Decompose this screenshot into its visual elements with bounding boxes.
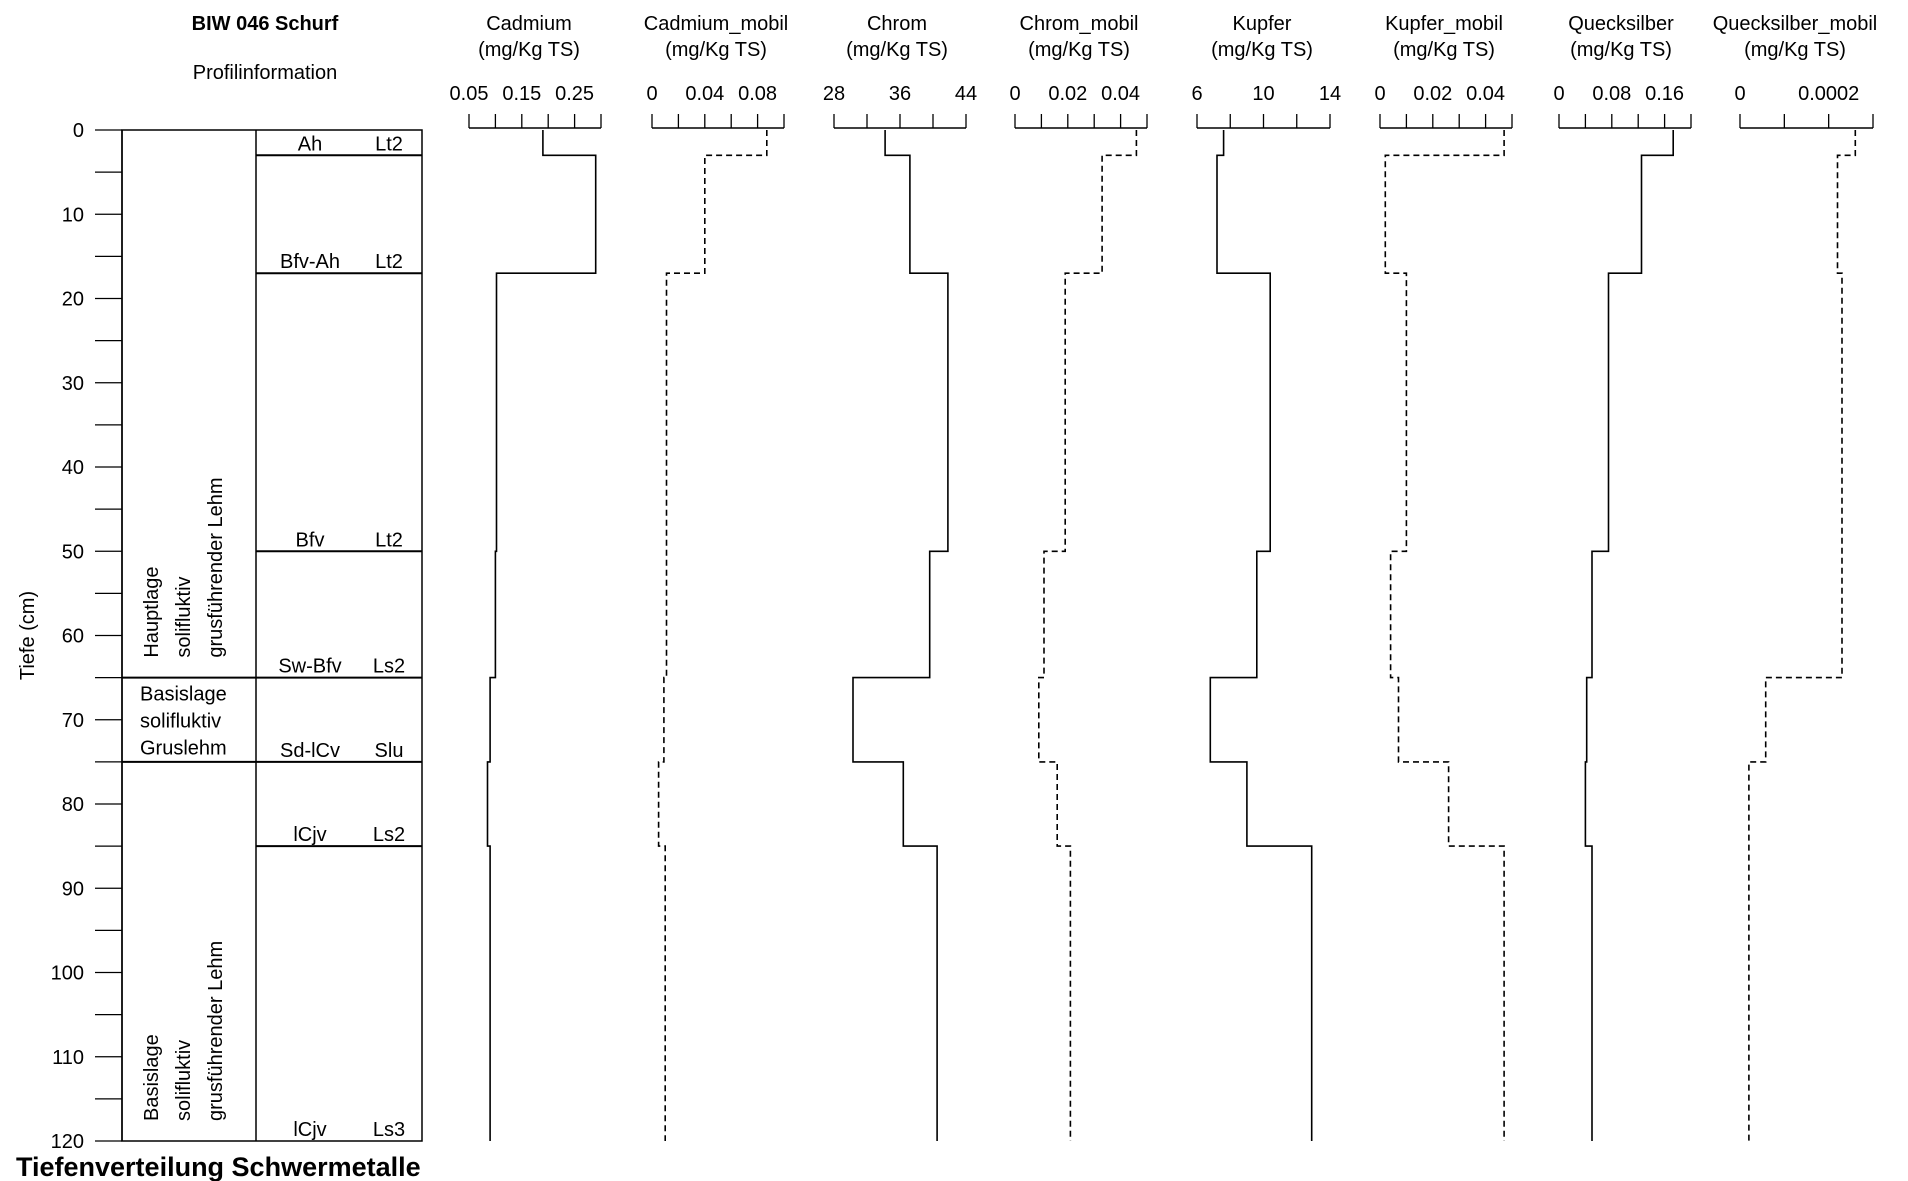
horizon-texture: Ls3 (373, 1119, 405, 1141)
value-tick-label: 0.15 (502, 83, 541, 105)
value-tick-label: 0.02 (1048, 83, 1087, 105)
depth-tick-label: 110 (52, 1047, 84, 1069)
panel-title: Kupfer (1233, 13, 1292, 35)
layer-label: solifluktiv (173, 1040, 195, 1121)
value-tick-label: 6 (1191, 83, 1202, 105)
value-tick-label: 36 (889, 83, 911, 105)
depth-tick-label: 80 (62, 794, 84, 816)
panel-title: Quecksilber (1568, 13, 1674, 35)
horizon-texture: Ls2 (373, 656, 405, 678)
value-tick-label: 0.0002 (1798, 83, 1859, 105)
horizon-texture: Ls2 (373, 824, 405, 846)
depth-tick-label: 120 (51, 1131, 84, 1153)
value-tick-label: 10 (1252, 83, 1274, 105)
value-tick-label: 0.05 (450, 83, 489, 105)
depth-tick-label: 0 (73, 120, 84, 142)
horizon-name: Ah (298, 133, 322, 155)
series-line (657, 130, 768, 1141)
series-line (486, 130, 597, 1141)
horizon-name: Bfv (296, 529, 325, 551)
depth-tick-label: 10 (62, 204, 84, 226)
series-line (1038, 130, 1138, 1141)
panel-unit: (mg/Kg TS) (1744, 39, 1846, 61)
layer-label: solifluktiv (140, 711, 221, 733)
value-tick-label: 0.25 (555, 83, 594, 105)
panel-unit: (mg/Kg TS) (1570, 39, 1672, 61)
value-tick-label: 0 (1009, 83, 1020, 105)
value-tick-label: 0 (1374, 83, 1385, 105)
value-tick-label: 0.16 (1645, 83, 1684, 105)
layer-label: Basislage (140, 684, 227, 706)
series-line (1384, 130, 1505, 1141)
horizon-texture: Lt2 (375, 133, 403, 155)
series-line (1584, 130, 1674, 1141)
layer-label: grusführender Lehm (205, 478, 227, 658)
value-tick-label: 0 (646, 83, 657, 105)
panel-unit: (mg/Kg TS) (478, 39, 580, 61)
value-tick-label: 0.04 (1101, 83, 1140, 105)
series-line (852, 130, 949, 1141)
panel-unit: (mg/Kg TS) (665, 39, 767, 61)
series-line (1748, 130, 1857, 1141)
value-tick-label: 14 (1319, 83, 1341, 105)
value-tick-label: 44 (955, 83, 977, 105)
panel-title: Quecksilber_mobil (1713, 13, 1878, 35)
series-line (1209, 130, 1313, 1141)
layer-label: Basislage (141, 1034, 163, 1121)
panel-title: Kupfer_mobil (1385, 13, 1503, 35)
horizon-name: Sw-Bfv (278, 656, 341, 678)
horizon-name: Sd-lCv (280, 740, 340, 762)
depth-tick-label: 30 (62, 373, 84, 395)
horizon-texture: Lt2 (375, 529, 403, 551)
layer-label: Gruslehm (140, 738, 227, 760)
layer-label: grusführender Lehm (205, 941, 227, 1121)
profile-subtitle: Profilinformation (193, 62, 338, 84)
value-tick-label: 28 (823, 83, 845, 105)
panel-unit: (mg/Kg TS) (1393, 39, 1495, 61)
horizon-name: lCjv (293, 1119, 326, 1141)
depth-tick-label: 60 (62, 626, 84, 648)
profile-frame (121, 129, 423, 1142)
panel-title: Cadmium_mobil (644, 13, 789, 35)
depth-axis-label: Tiefe (cm) (17, 591, 39, 680)
value-tick-label: 0.04 (1466, 83, 1505, 105)
panel-unit: (mg/Kg TS) (1028, 39, 1130, 61)
value-tick-label: 0 (1553, 83, 1564, 105)
depth-tick-label: 50 (62, 541, 84, 563)
panel-unit: (mg/Kg TS) (1211, 39, 1313, 61)
layer-label: Hauptlage (141, 566, 163, 657)
horizon-texture: Lt2 (375, 251, 403, 273)
profile-title: BIW 046 Schurf (192, 13, 339, 35)
panel-title: Cadmium (486, 13, 572, 35)
layer-label: solifluktiv (173, 576, 195, 657)
panel-unit: (mg/Kg TS) (846, 39, 948, 61)
depth-tick-label: 20 (62, 289, 84, 311)
horizon-name: Bfv-Ah (280, 251, 340, 273)
value-tick-label: 0.02 (1413, 83, 1452, 105)
value-tick-label: 0.08 (738, 83, 777, 105)
horizon-texture: Slu (375, 740, 404, 762)
depth-tick-label: 90 (62, 878, 84, 900)
depth-tick-label: 70 (62, 710, 84, 732)
panel-title: Chrom_mobil (1020, 13, 1139, 35)
depth-tick-label: 100 (51, 963, 84, 985)
value-tick-label: 0.08 (1592, 83, 1631, 105)
depth-tick-label: 40 (62, 457, 84, 479)
panel-title: Chrom (867, 13, 927, 35)
value-tick-label: 0 (1734, 83, 1745, 105)
figure-title: Tiefenverteilung Schwermetalle (16, 1152, 421, 1181)
horizon-name: lCjv (293, 824, 326, 846)
value-tick-label: 0.04 (685, 83, 724, 105)
